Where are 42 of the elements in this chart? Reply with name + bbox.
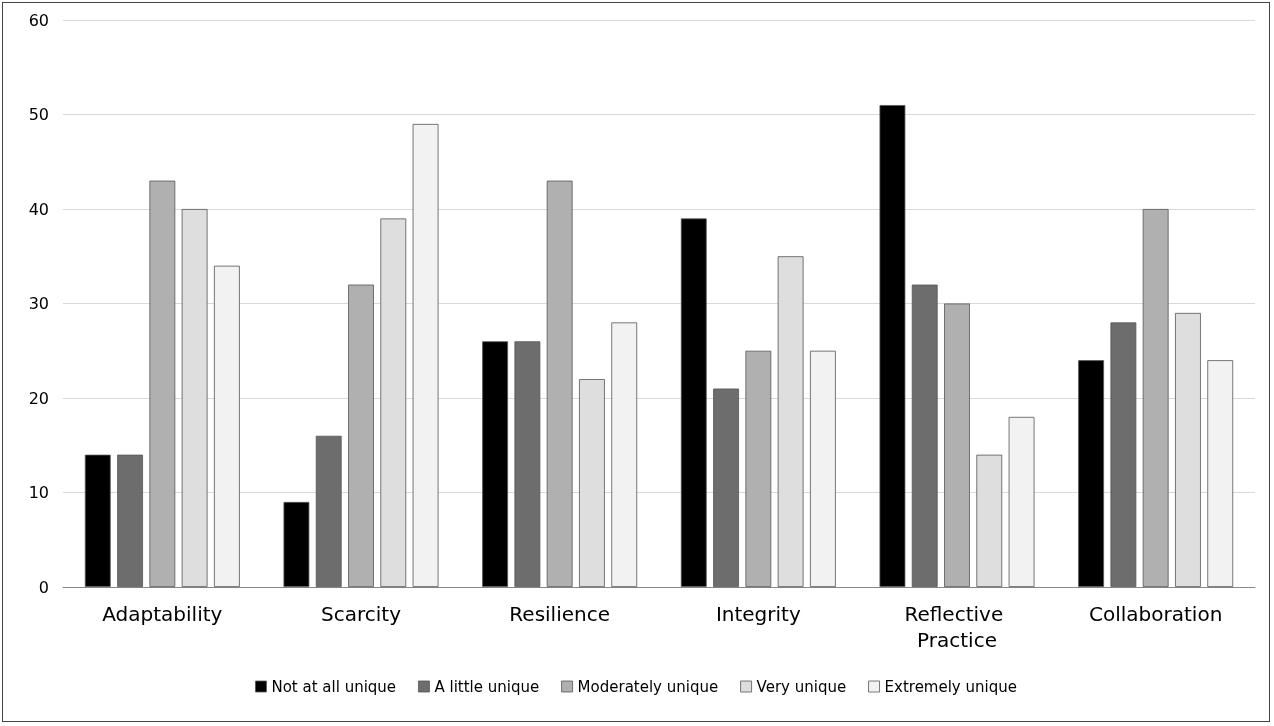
bar — [1008, 416, 1035, 587]
bar — [611, 322, 638, 587]
y-tick-label: 10 — [28, 483, 49, 502]
bar — [514, 341, 541, 587]
bar — [84, 454, 111, 587]
x-tick-label: Collaboration — [1089, 602, 1223, 626]
bar — [348, 284, 374, 587]
y-tick-label: 50 — [28, 105, 49, 124]
y-tick-label: 20 — [28, 388, 49, 408]
legend-label: Very unique — [756, 677, 847, 696]
legend-label: A little unique — [434, 677, 540, 696]
y-tick-label: 30 — [28, 294, 49, 313]
x-tick-label: Resilience — [509, 602, 611, 626]
bar — [117, 454, 143, 587]
x-tick-label: Scarcity — [321, 602, 402, 626]
legend-label: Moderately unique — [577, 677, 719, 696]
y-tick-label: 60 — [28, 10, 49, 30]
bar — [911, 284, 938, 587]
x-tick-label: Integrity — [715, 602, 801, 626]
bar — [944, 303, 970, 587]
bar — [213, 265, 240, 587]
bar — [713, 388, 739, 587]
legend-label: Not at all unique — [271, 677, 397, 696]
bar — [879, 105, 906, 587]
bar — [809, 350, 836, 587]
bar — [680, 218, 707, 587]
bar — [412, 123, 439, 587]
bar — [1207, 360, 1234, 587]
bar — [315, 435, 342, 587]
bar — [283, 501, 310, 587]
y-tick-label: 0 — [38, 577, 49, 597]
bar — [745, 350, 772, 587]
bar — [1078, 360, 1105, 587]
x-tick-label: Reflective Practice — [904, 602, 1010, 652]
bar — [1110, 322, 1137, 587]
legend-label: Extremely unique — [884, 677, 1017, 696]
bar — [546, 180, 573, 587]
bar — [149, 180, 176, 587]
bar — [1142, 209, 1169, 587]
bar — [482, 341, 509, 587]
y-tick-label: 40 — [28, 199, 49, 219]
x-tick-label: Adaptability — [102, 602, 223, 626]
